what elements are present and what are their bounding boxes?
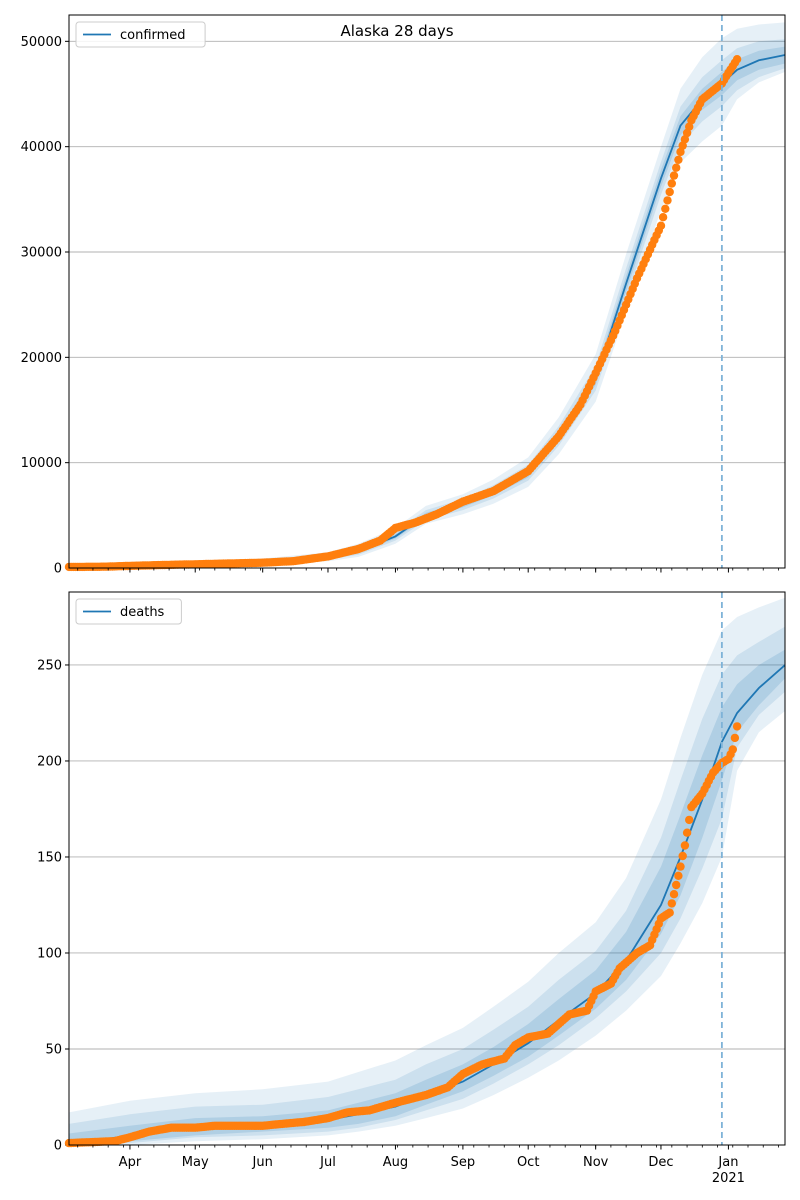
x-tick-label: Oct <box>517 1155 539 1170</box>
y-tick-label: 50000 <box>21 35 62 50</box>
observed-point <box>667 899 676 908</box>
observed-point <box>665 187 674 197</box>
observed-point <box>732 722 742 731</box>
observed-point <box>674 155 683 164</box>
y-tick-label: 0 <box>54 1139 62 1154</box>
uncertainty-band-middle <box>69 39 785 568</box>
y-tick-label: 100 <box>37 946 62 961</box>
legend-label: deaths <box>120 605 165 620</box>
legend-label: confirmed <box>120 28 186 43</box>
observed-point <box>732 55 742 64</box>
observed-point <box>663 196 672 205</box>
x-tick-label: Jun <box>252 1155 273 1170</box>
y-tick-label: 0 <box>54 562 62 577</box>
observed-point <box>672 880 681 890</box>
observed-point <box>680 841 690 850</box>
uncertainty-band-inner <box>69 46 785 568</box>
observed-point <box>656 221 666 230</box>
uncertainty-band-middle <box>69 626 785 1145</box>
x-tick-label: Nov <box>583 1155 609 1170</box>
observed-point <box>682 828 692 837</box>
observed-point <box>672 163 681 172</box>
chart-title: Alaska 28 days <box>340 22 453 40</box>
y-tick-label: 10000 <box>21 456 62 471</box>
x-tick-label: Apr <box>119 1155 142 1170</box>
observed-point <box>730 733 740 743</box>
x-tick-label: Aug <box>383 1155 408 1170</box>
confirmed-panel: 0 10000 20000 30000 40000 50000 confirmed <box>21 14 786 577</box>
y-tick-label: 50 <box>45 1042 62 1057</box>
observed-point <box>665 908 674 917</box>
legend-box <box>75 598 182 625</box>
observed-point <box>685 122 694 131</box>
observed-point <box>680 135 690 144</box>
observed-point <box>658 213 668 222</box>
observed-point <box>669 171 679 180</box>
uncertainty-band-outer <box>69 22 785 568</box>
y-tick-label: 150 <box>37 850 62 865</box>
legend: confirmed <box>75 21 206 48</box>
observed-point <box>682 128 692 138</box>
x-tick-label: Jan <box>717 1155 738 1170</box>
x-year-label: 2021 <box>712 1171 745 1186</box>
observed-point <box>674 871 683 880</box>
observed-point <box>728 745 737 754</box>
deaths-panel: 0 50 100 150 200 250 Apr May Jun Jul Aug Sep Oct Nov D… <box>37 591 786 1186</box>
observed-point <box>661 204 670 213</box>
legend-box <box>75 21 206 48</box>
y-tick-label: 30000 <box>21 246 62 261</box>
observed-point <box>678 851 687 861</box>
observed-point <box>685 815 694 825</box>
x-tick-label: Dec <box>648 1155 673 1170</box>
observed-point <box>676 862 685 871</box>
y-tick-label: 200 <box>37 754 62 769</box>
observed-point <box>669 890 679 899</box>
legend: deaths <box>75 598 182 625</box>
x-tick-label: Jul <box>319 1155 336 1170</box>
observed-point <box>676 147 685 157</box>
x-tick-label: May <box>182 1155 209 1170</box>
median-line-confirmed <box>69 54 785 568</box>
y-tick-label: 250 <box>37 658 62 673</box>
y-tick-label: 20000 <box>21 351 62 366</box>
observed-point <box>667 179 676 188</box>
observed-point <box>678 141 687 150</box>
plot-frame <box>68 591 786 1146</box>
plot-frame <box>68 14 786 569</box>
x-tick-label: Sep <box>451 1155 476 1170</box>
y-tick-label: 40000 <box>21 140 62 155</box>
uncertainty-band-outer <box>69 597 785 1145</box>
